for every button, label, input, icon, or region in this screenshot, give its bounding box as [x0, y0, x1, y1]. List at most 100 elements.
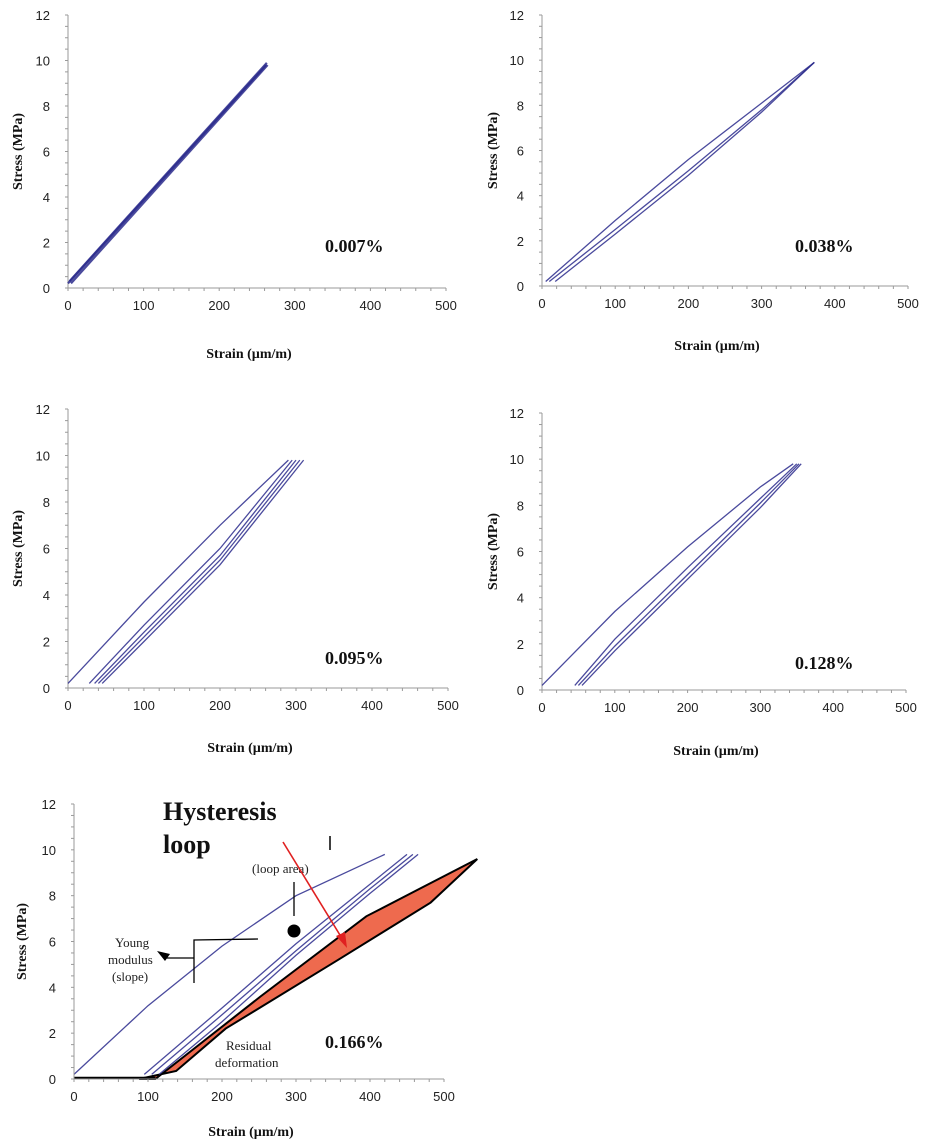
series-line: [67, 459, 289, 684]
y-tick-label: 6: [517, 144, 524, 159]
y-tick-label: 0: [43, 281, 50, 296]
y-axis-label: Stress (MPa): [15, 903, 30, 980]
x-tick-label: 200: [209, 698, 231, 713]
chart-panel-3: 0 100 200 300 400 500 0 2 4 6 8 10 12 Strain (µm/m) St…: [11, 402, 459, 756]
y-tick-label: 10: [36, 449, 50, 464]
chart-panel-5: Hysteresis loop (loop area) Young modulu…: [15, 788, 478, 1140]
y-tick-label: 2: [43, 236, 50, 251]
hysteresis-arrow-line: [282, 841, 344, 941]
y-tick-label: 10: [510, 452, 524, 467]
series-line: [581, 463, 802, 686]
y-tick-label: 4: [517, 591, 524, 606]
y-tick-label: 6: [517, 545, 524, 560]
loop-area-label: (loop area): [252, 861, 309, 876]
y-tick-label: 8: [43, 495, 50, 510]
series-line: [101, 459, 305, 684]
x-tick-label: 300: [285, 1089, 307, 1104]
y-tick-label: 10: [36, 54, 50, 69]
x-tick-label: 200: [677, 700, 699, 715]
series-line: [73, 853, 386, 1075]
x-axis-label: Strain (µm/m): [206, 347, 292, 362]
y-tick-label: 6: [43, 145, 50, 160]
series-line: [554, 61, 815, 283]
y-tick-label: 2: [49, 1026, 56, 1041]
series-line: [68, 62, 268, 282]
hysteresis-title-line1: Hysteresis: [163, 797, 277, 826]
x-tick-label: 500: [895, 700, 917, 715]
x-tick-label: 200: [678, 296, 700, 311]
y-axis-label: Stress (MPa): [486, 112, 501, 189]
chart-panel-4: 0 100 200 300 400 500 0 2 4 6 8 10 12 Strain (µm/m) St…: [486, 406, 917, 759]
x-tick-label: 300: [285, 698, 307, 713]
y-axis-label: Stress (MPa): [11, 113, 26, 190]
loop-area-marker: [287, 924, 301, 938]
series-line: [574, 463, 798, 686]
x-tick-label: 500: [437, 698, 459, 713]
series-line: [97, 459, 301, 684]
x-tick-label: 0: [538, 700, 545, 715]
y-tick-label: 0: [43, 681, 50, 696]
y-tick-label: 12: [510, 406, 524, 421]
y-tick-label: 4: [43, 588, 50, 603]
y-tick-label: 0: [49, 1072, 56, 1087]
x-tick-label: 300: [750, 700, 772, 715]
percent-label: 0.038%: [795, 236, 854, 256]
hysteresis-lines-layer: [73, 853, 419, 1075]
y-tick-label: 2: [43, 635, 50, 650]
x-tick-label: 400: [359, 1089, 381, 1104]
series-line: [548, 61, 815, 283]
x-tick-label: 0: [70, 1089, 77, 1104]
y-tick-label: 2: [517, 234, 524, 249]
y-tick-label: 0: [517, 683, 524, 698]
y-tick-label: 2: [517, 637, 524, 652]
y-tick-label: 0: [517, 279, 524, 294]
y-tick-label: 6: [49, 935, 56, 950]
series-line: [541, 463, 794, 686]
y-tick-label: 4: [517, 189, 524, 204]
series-line: [545, 61, 815, 282]
young-label-line2: modulus: [108, 952, 153, 967]
x-tick-label: 0: [64, 298, 71, 313]
x-tick-label: 400: [822, 700, 844, 715]
hysteresis-arrowhead: [336, 932, 347, 948]
percent-label: 0.166%: [325, 1032, 384, 1052]
series-line: [143, 853, 408, 1075]
series-line: [151, 853, 414, 1075]
y-tick-label: 12: [36, 8, 50, 23]
x-tick-label: 100: [604, 700, 626, 715]
x-tick-label: 0: [64, 698, 71, 713]
y-tick-label: 12: [36, 402, 50, 417]
y-tick-label: 8: [49, 889, 56, 904]
hysteresis-shape-layer: [74, 858, 478, 1080]
y-tick-label: 10: [42, 843, 56, 858]
y-tick-label: 4: [43, 190, 50, 205]
x-tick-label: 500: [433, 1089, 455, 1104]
hysteresis-area-shape: [138, 858, 478, 1080]
y-tick-label: 6: [43, 542, 50, 557]
annotation-layer: Hysteresis loop (loop area) Young modulu…: [108, 788, 347, 1070]
series-line: [94, 459, 297, 684]
x-axis-label: Strain (µm/m): [674, 339, 760, 354]
x-tick-label: 0: [538, 296, 545, 311]
x-axis-label: Strain (µm/m): [208, 1125, 294, 1140]
x-tick-label: 500: [435, 298, 457, 313]
series-line: [577, 463, 800, 686]
y-tick-label: 10: [510, 53, 524, 68]
y-tick-label: 8: [517, 98, 524, 113]
chart-panel-2: 0 100 200 300 400 500 0 2 4 6 8 10 12 Strain (µm/m) St…: [486, 8, 919, 354]
y-tick-label: 8: [517, 498, 524, 513]
young-arrowhead: [157, 951, 170, 961]
x-tick-label: 300: [751, 296, 773, 311]
x-tick-label: 100: [133, 698, 155, 713]
hysteresis-title-line2: loop: [163, 830, 211, 859]
x-axis-label: Strain (µm/m): [207, 741, 293, 756]
chart-panel-1: 0 100 200 300 400 500 0 2 4 6 8 10 12 Strain (µm/m) St…: [11, 8, 457, 362]
percent-label: 0.095%: [325, 648, 384, 668]
y-tick-label: 8: [43, 99, 50, 114]
young-label-line1: Young: [115, 935, 150, 950]
y-tick-label: 12: [42, 797, 56, 812]
x-tick-label: 500: [897, 296, 919, 311]
x-tick-label: 100: [133, 298, 155, 313]
x-tick-label: 100: [137, 1089, 159, 1104]
